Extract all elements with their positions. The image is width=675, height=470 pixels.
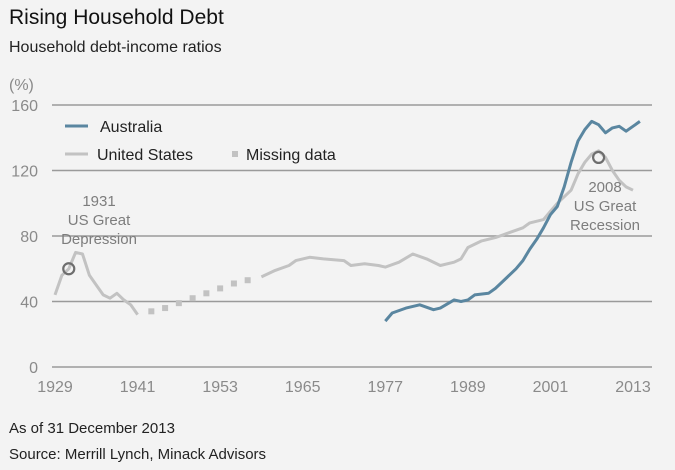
chart-subtitle: Household debt-income ratios [9, 39, 222, 56]
missing-data-point [230, 280, 237, 287]
y-tick-label: 40 [20, 295, 38, 312]
chart-title: Rising Household Debt [9, 6, 224, 29]
legend-label-australia: Australia [100, 119, 162, 136]
missing-data-point [148, 308, 155, 315]
y-axis-label: (%) [9, 77, 34, 94]
missing-data-point [162, 305, 169, 312]
series-line-australia [384, 119, 641, 323]
missing-data-point [217, 285, 224, 292]
annotation-text: US Great [68, 212, 131, 229]
legend-label-united-states: United States [97, 147, 193, 164]
missing-data-point [203, 290, 210, 297]
annotation-text: US Great [574, 198, 637, 215]
y-tick-label: 160 [11, 98, 38, 115]
annotation-text: 2008 [588, 179, 621, 196]
x-tick-label: 1929 [37, 379, 73, 396]
x-tick-label: 2013 [615, 379, 651, 396]
y-tick-label: 120 [11, 164, 38, 181]
series-line-united-states [260, 149, 634, 279]
annotation-text: 1931 [82, 193, 115, 210]
source-note: Source: Merrill Lynch, Minack Advisors [9, 446, 267, 463]
annotation-marker [62, 262, 76, 276]
missing-data-point [189, 295, 196, 302]
annotation-text: Recession [570, 217, 640, 234]
x-tick-label: 1941 [120, 379, 156, 396]
x-tick-label: 1965 [285, 379, 321, 396]
x-tick-label: 2001 [533, 379, 569, 396]
annotation-marker [591, 150, 606, 164]
as-of-note: As of 31 December 2013 [9, 420, 175, 437]
series-line-united-states [53, 250, 139, 316]
x-tick-label: 1953 [202, 379, 238, 396]
annotation-text: Depression [61, 231, 137, 248]
legend-label-missing-data: Missing data [246, 147, 336, 164]
y-tick-label: 80 [20, 229, 38, 246]
y-tick-label: 0 [29, 360, 38, 377]
legend-swatch-missing-data [232, 151, 238, 157]
x-tick-label: 1989 [450, 379, 486, 396]
x-tick-label: 1977 [367, 379, 403, 396]
missing-data-point [244, 277, 251, 284]
missing-data-point [175, 300, 182, 307]
